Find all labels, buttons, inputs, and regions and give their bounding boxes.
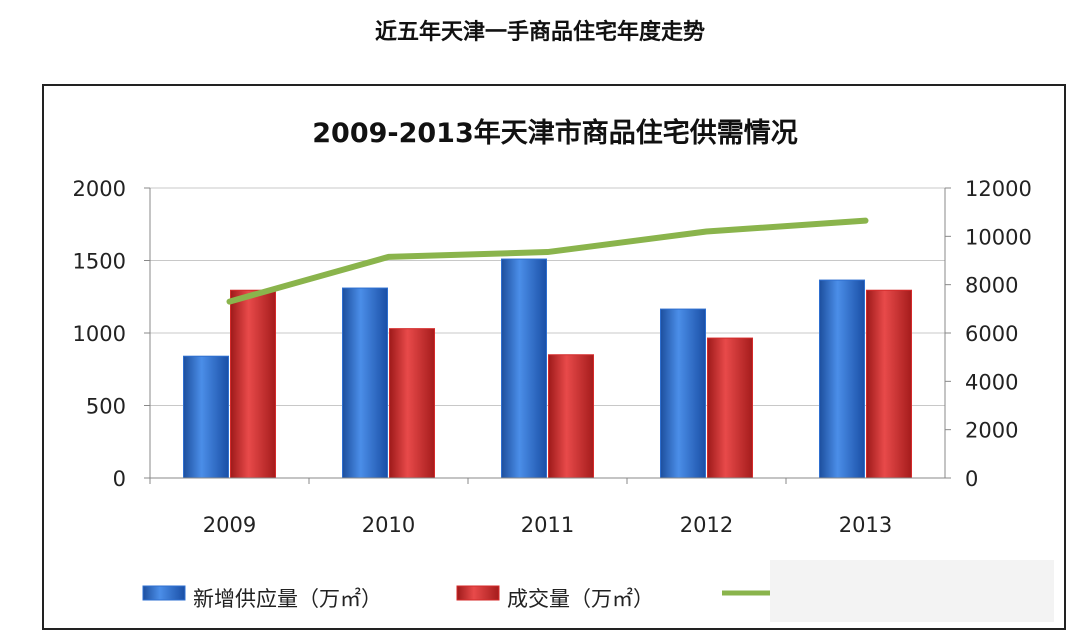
bar-supply [501, 258, 547, 479]
y-right-tick-label: 12000 [965, 177, 1032, 201]
x-tick-label: 2012 [680, 513, 733, 537]
y-left-tick-label: 0 [113, 467, 126, 491]
bar-supply [819, 279, 865, 479]
legend-item-sales-label: 成交量（万㎡） [507, 587, 654, 611]
legend-item-sales-swatch [456, 585, 500, 601]
y-right-tick-label: 6000 [965, 322, 1018, 346]
bar-sales [230, 289, 276, 479]
legend-item-supply-swatch [142, 585, 186, 601]
x-tick-label: 2011 [521, 513, 574, 537]
page-title: 近五年天津一手商品住宅年度走势 [374, 20, 705, 45]
y-right-tick-label: 8000 [965, 274, 1018, 298]
legend: 新增供应量（万㎡） 成交量（万㎡） [142, 585, 770, 611]
legend-item-supply-label: 新增供应量（万㎡） [193, 587, 382, 611]
x-tick-label: 2009 [203, 513, 256, 537]
y-right-tick-label: 2000 [965, 419, 1018, 443]
x-tick-label: 2010 [362, 513, 415, 537]
chart-title: 2009-2013年天津市商品住宅供需情况 [312, 117, 798, 149]
bar-supply [342, 287, 388, 479]
legend-mask [770, 560, 1054, 622]
line-series [226, 217, 869, 305]
bars [183, 258, 912, 479]
y-right-tick-label: 4000 [965, 370, 1018, 394]
bar-sales [548, 354, 594, 479]
bar-sales [866, 289, 912, 479]
y-left-tick-label: 500 [86, 395, 126, 419]
bar-supply [183, 355, 229, 479]
grid-lines [150, 187, 945, 479]
y-left-tick-label: 1500 [73, 250, 126, 274]
line-series-path [226, 217, 869, 305]
y-left-tick-label: 2000 [73, 177, 126, 201]
y-left-tick-label: 1000 [73, 322, 126, 346]
bar-sales [707, 337, 753, 479]
y-right-tick-label: 10000 [965, 225, 1032, 249]
bar-supply [660, 308, 706, 479]
x-tick-label: 2013 [839, 513, 892, 537]
y-right-tick-label: 0 [965, 467, 978, 491]
axes: 0 500 1000 1500 2000 0 2000 4000 6000 8000 10000 12… [73, 177, 1032, 537]
bar-sales [389, 328, 435, 479]
